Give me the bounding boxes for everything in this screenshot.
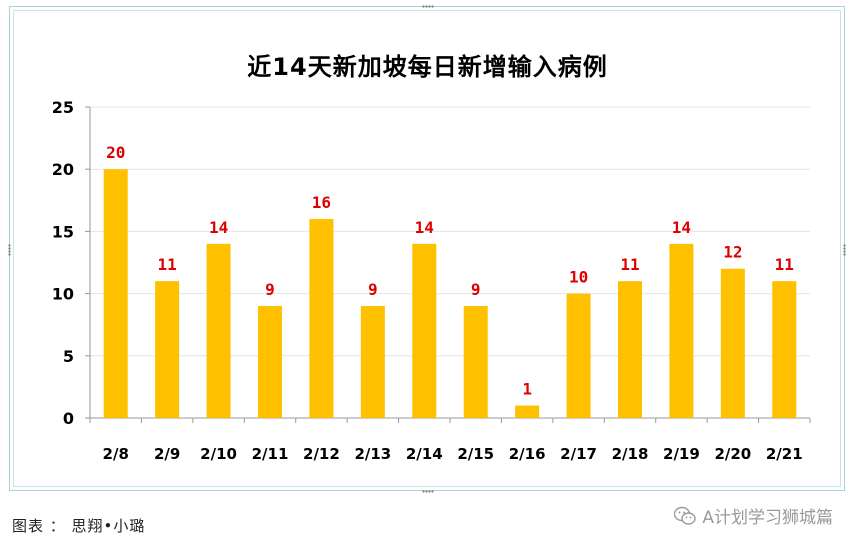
x-tick-label: 2/13	[354, 445, 391, 463]
data-label: 20	[106, 143, 125, 162]
bar	[618, 281, 642, 418]
y-tick-labels: 0 5 10 15 20 25	[52, 98, 74, 428]
data-label: 10	[569, 268, 588, 287]
data-label: 1	[522, 380, 532, 399]
bar	[515, 405, 540, 418]
data-label: 14	[209, 218, 228, 237]
y-tick-label: 25	[52, 98, 74, 117]
data-label: 11	[775, 255, 794, 274]
data-label: 9	[265, 280, 275, 299]
x-tick-label: 2/19	[663, 445, 700, 463]
bar	[360, 306, 385, 418]
resize-handle-top[interactable]	[422, 5, 434, 8]
data-label: 14	[672, 218, 691, 237]
x-tick-label: 2/20	[714, 445, 751, 463]
x-tick-label: 2/18	[612, 445, 649, 463]
chart-frame-inner	[13, 10, 841, 487]
bar	[566, 293, 591, 418]
wechat-icon	[674, 506, 697, 526]
resize-handle-bottom[interactable]	[422, 490, 434, 493]
bar	[669, 243, 694, 418]
bar	[103, 169, 128, 418]
data-labels: 20 11 14 9 16 9 14 9 1 10 11 14 12 11	[106, 143, 794, 398]
gridlines	[90, 106, 810, 357]
data-label: 9	[368, 280, 378, 299]
data-label: 11	[620, 255, 639, 274]
chart-title: 近14天新加坡每日新增输入病例	[247, 53, 608, 81]
bars	[103, 169, 797, 418]
y-tick-label: 10	[52, 285, 74, 304]
figure-caption: 图表 ： 思翔•小璐	[12, 517, 146, 535]
data-label: 11	[158, 255, 177, 274]
data-label: 9	[471, 280, 481, 299]
resize-handle-left[interactable]	[8, 244, 11, 256]
x-tick-label: 2/16	[509, 445, 546, 463]
resize-handle-right[interactable]	[843, 244, 846, 256]
x-tick-label: 2/15	[457, 445, 494, 463]
data-label: 14	[415, 218, 434, 237]
y-tick-label: 5	[63, 347, 74, 366]
bar	[720, 268, 745, 418]
data-label: 12	[723, 243, 742, 262]
bar	[772, 281, 797, 418]
bar	[463, 306, 488, 418]
x-tick-label: 2/14	[406, 445, 443, 463]
axes	[85, 106, 811, 423]
x-tick-label: 2/11	[252, 445, 289, 463]
y-tick-label: 15	[52, 222, 74, 241]
x-tick-label: 2/17	[560, 445, 597, 463]
y-tick-label: 0	[63, 409, 74, 428]
bar	[309, 218, 334, 418]
x-tick-label: 2/21	[766, 445, 803, 463]
y-tick-label: 20	[52, 160, 74, 179]
bar	[206, 243, 231, 418]
data-label: 16	[312, 193, 331, 212]
watermark-text: A计划学习狮城篇	[702, 508, 833, 528]
bar	[258, 306, 282, 418]
bar	[412, 243, 437, 418]
bar	[155, 281, 180, 418]
x-tick-labels: 2/8 2/9 2/10 2/11 2/12 2/13 2/14 2/15 2/16 2/17 2/…	[103, 445, 803, 463]
watermark: A计划学习狮城篇	[674, 503, 833, 528]
x-tick-label: 2/10	[200, 445, 237, 463]
x-tick-label: 2/9	[154, 445, 180, 463]
x-tick-label: 2/12	[303, 445, 340, 463]
x-tick-label: 2/8	[103, 445, 129, 463]
